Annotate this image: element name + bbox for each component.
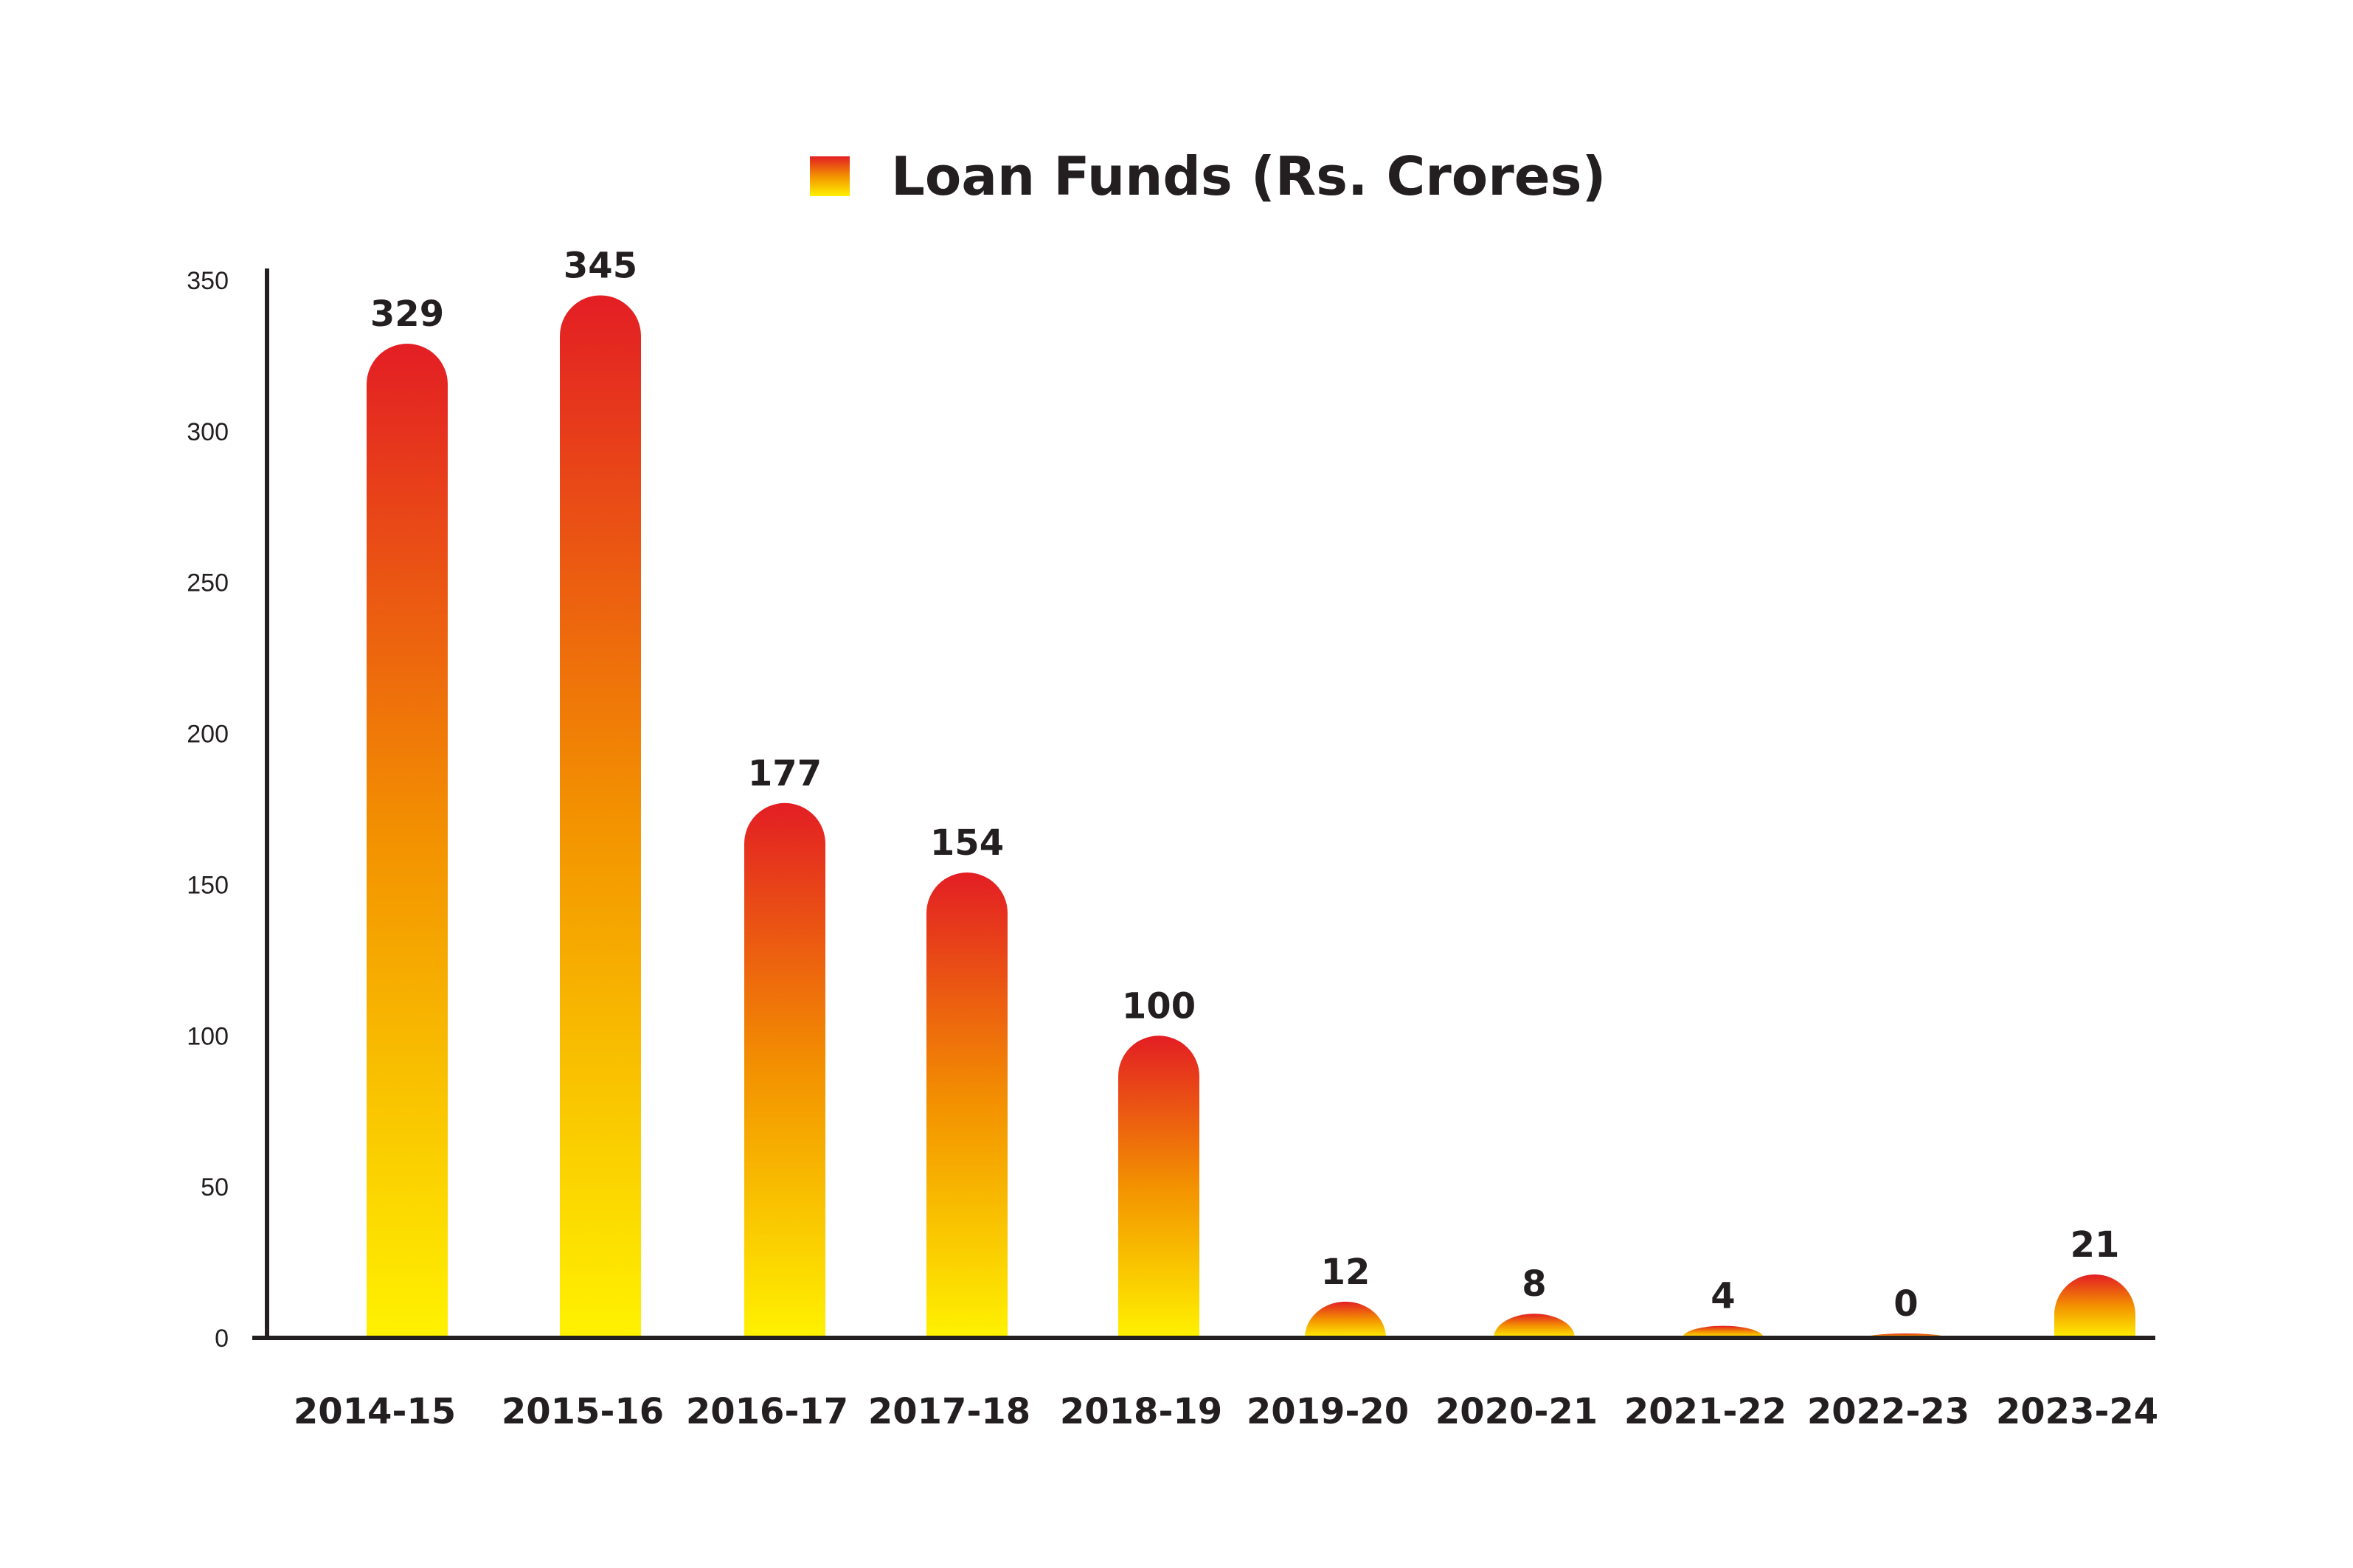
x-axis-labels: 2014-15 2015-16 2016-17 2017-18 2018-19 2019-… — [294, 1391, 2158, 1432]
y-tick-label: 0 — [215, 1325, 229, 1353]
data-label: 4 — [1711, 1276, 1735, 1317]
x-tick-label: 2020-21 — [1435, 1391, 1598, 1432]
bars — [367, 295, 2135, 1339]
x-tick-label: 2016-17 — [686, 1391, 848, 1432]
data-label: 21 — [2070, 1224, 2120, 1266]
x-tick-label: 2021-22 — [1624, 1391, 1787, 1432]
data-label: 0 — [1893, 1283, 1918, 1325]
y-tick-label: 200 — [187, 721, 229, 749]
x-tick-label: 2015-16 — [502, 1391, 664, 1432]
data-label: 177 — [748, 753, 822, 794]
bar — [2054, 1274, 2135, 1338]
data-label: 345 — [564, 245, 637, 286]
y-axis-ticks: 0 50 100 150 200 250 300 350 — [187, 267, 229, 1353]
data-labels: 329 345 177 154 100 12 8 4 0 21 — [370, 245, 2120, 1325]
y-tick-label: 350 — [187, 267, 229, 295]
bar — [1683, 1325, 1764, 1338]
x-tick-label: 2022-23 — [1807, 1391, 1969, 1432]
data-label: 154 — [930, 822, 1004, 864]
bar — [926, 873, 1008, 1338]
data-label: 329 — [370, 294, 444, 335]
bar — [1305, 1301, 1386, 1338]
bar — [744, 802, 825, 1338]
data-label: 8 — [1522, 1263, 1546, 1305]
y-tick-label: 250 — [187, 569, 229, 597]
x-tick-label: 2017-18 — [868, 1391, 1030, 1432]
x-tick-label: 2018-19 — [1060, 1391, 1222, 1432]
legend-swatch — [810, 156, 850, 196]
bar — [1118, 1035, 1199, 1338]
bar — [1494, 1314, 1575, 1338]
data-label: 100 — [1122, 985, 1196, 1027]
x-tick-label: 2019-20 — [1247, 1391, 1409, 1432]
data-label: 12 — [1321, 1252, 1370, 1293]
y-tick-label: 50 — [201, 1173, 229, 1201]
legend: Loan Funds (Rs. Crores) — [810, 145, 1606, 207]
y-tick-label: 150 — [187, 871, 229, 899]
y-tick-label: 300 — [187, 418, 229, 446]
y-tick-label: 100 — [187, 1022, 229, 1050]
legend-label: Loan Funds (Rs. Crores) — [891, 145, 1606, 207]
bar — [560, 295, 641, 1338]
x-tick-label: 2014-15 — [294, 1391, 456, 1432]
bar — [367, 344, 448, 1339]
x-tick-label: 2023-24 — [1996, 1391, 2158, 1432]
